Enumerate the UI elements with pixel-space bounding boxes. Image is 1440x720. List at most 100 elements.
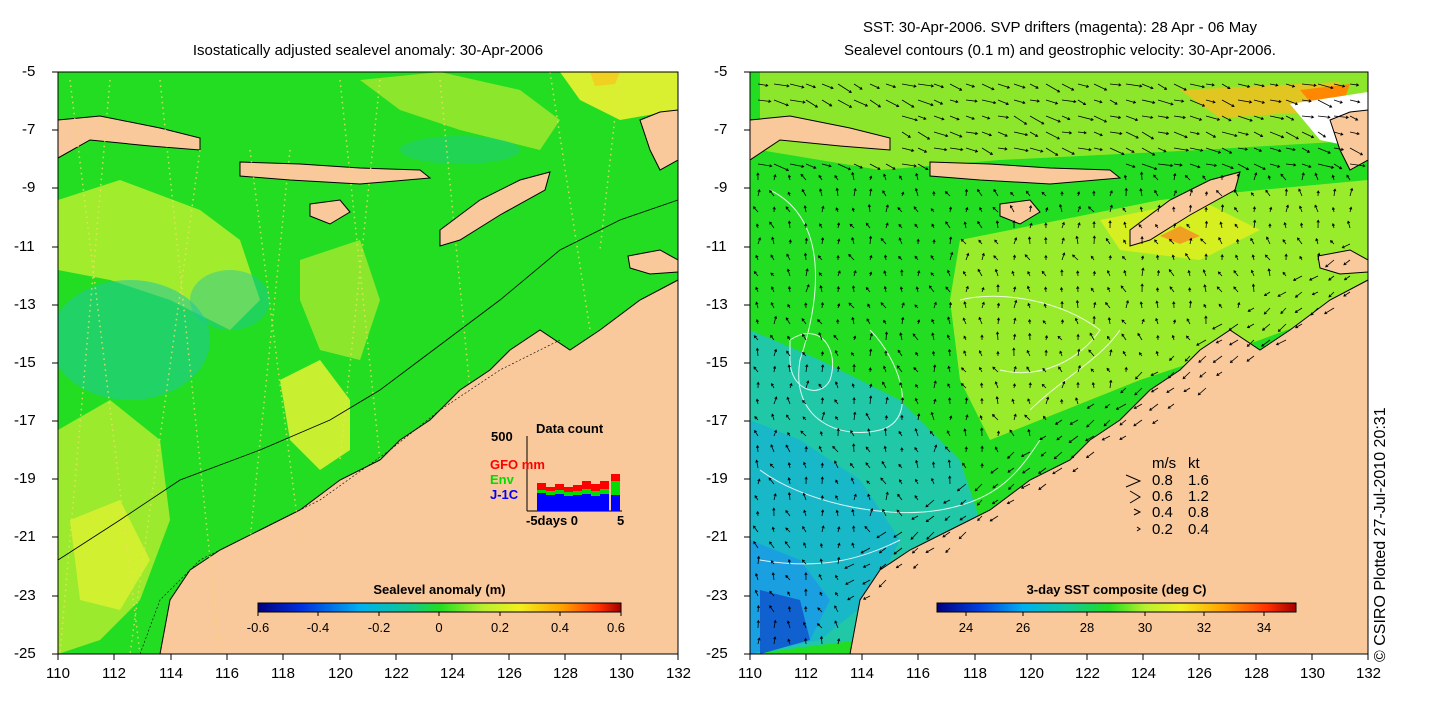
velocity-arrow (1236, 238, 1240, 245)
velocity-arrow (1205, 147, 1222, 154)
velocity-arrow (789, 99, 806, 104)
velocity-arrow (1253, 147, 1263, 152)
velocity-arrow (1333, 147, 1345, 151)
velocity-arrow (835, 574, 839, 581)
velocity-arrow (1028, 382, 1032, 389)
velocity-arrow (784, 541, 791, 549)
velocity-arrow (977, 220, 983, 229)
velocity-arrow (1285, 99, 1299, 106)
velocity-arrow (913, 206, 919, 213)
right-lat-label: -11 (706, 238, 727, 255)
left-lat-label: -21 (14, 528, 36, 545)
velocity-arrow (980, 397, 984, 405)
velocity-arrow (1029, 83, 1039, 89)
velocity-arrow (1172, 206, 1176, 213)
velocity-arrow (1093, 99, 1103, 104)
velocity-arrow (898, 463, 903, 469)
velocity-arrow (965, 206, 969, 213)
velocity-arrow (1060, 398, 1064, 405)
velocity-arrow (883, 254, 888, 261)
velocity-arrow (965, 147, 979, 153)
velocity-arrow (773, 163, 790, 172)
velocity-arrow (1101, 435, 1111, 441)
velocity-arrow (868, 235, 873, 245)
velocity-arrow (980, 463, 984, 469)
velocity-arrow (1086, 419, 1095, 428)
velocity-arrow (1300, 222, 1304, 229)
velocity-arrow (914, 223, 919, 229)
velocity-arrow (933, 301, 937, 309)
velocity-arrow (1317, 163, 1335, 169)
velocity-arrow (963, 350, 967, 357)
velocity-arrow (1123, 174, 1127, 181)
velocity-legend-ms: 0.6 (1152, 488, 1173, 505)
velocity-arrow (995, 396, 999, 405)
velocity-arrow (1105, 301, 1111, 309)
velocity-arrow (1009, 429, 1015, 437)
velocity-arrow (833, 334, 839, 341)
velocity-arrow (897, 207, 903, 213)
velocity-arrow (1166, 387, 1175, 393)
velocity-arrow (1205, 115, 1221, 121)
velocity-arrow (1007, 451, 1015, 459)
velocity-arrow (865, 462, 871, 469)
velocity-arrow (834, 620, 839, 629)
velocity-arrow (1076, 285, 1080, 293)
left-lat-label: -25 (14, 645, 36, 662)
velocity-arrow (1056, 435, 1063, 441)
velocity-arrow (757, 99, 772, 103)
velocity-arrow (1059, 350, 1063, 357)
velocity-arrow (1234, 206, 1239, 213)
velocity-arrow (1218, 303, 1223, 309)
velocity-arrow (1205, 131, 1217, 138)
velocity-arrow (1038, 467, 1047, 474)
velocity-arrow (1237, 99, 1253, 104)
velocity-arrow (1285, 204, 1289, 213)
velocity-arrow (755, 347, 760, 357)
velocity-arrow (900, 414, 904, 421)
velocity-arrow (1155, 300, 1159, 309)
velocity-arrow (755, 444, 760, 453)
velocity-arrow (1333, 131, 1344, 136)
velocity-arrow (1172, 319, 1177, 325)
velocity-arrow (1285, 163, 1297, 167)
velocity-arrow (1013, 83, 1026, 89)
left-lat-label: -11 (14, 238, 35, 255)
velocity-arrow (866, 318, 871, 325)
velocity-arrow (1155, 223, 1159, 229)
velocity-arrow (787, 462, 791, 469)
velocity-arrow (885, 222, 889, 229)
velocity-arrow (771, 413, 775, 421)
velocity-arrow (1299, 205, 1303, 213)
velocity-arrow (960, 499, 967, 505)
velocity-arrow (1169, 355, 1175, 361)
velocity-arrow (993, 255, 999, 261)
velocity-arrow (789, 382, 793, 389)
velocity-arrow (1237, 115, 1253, 122)
velocity-arrow (1077, 147, 1092, 152)
velocity-arrow (1298, 188, 1303, 197)
sst-colorbar-tick: 34 (1256, 620, 1272, 635)
velocity-arrow (1045, 83, 1061, 93)
left-lat-label: -5 (22, 63, 36, 80)
velocity-arrow (901, 191, 905, 197)
velocity-arrow (1237, 301, 1241, 309)
velocity-arrow (1316, 219, 1320, 229)
velocity-arrow (883, 270, 887, 277)
velocity-arrow (787, 432, 791, 437)
velocity-arrow (959, 515, 967, 521)
velocity-arrow (851, 542, 855, 549)
velocity-arrow (917, 131, 931, 140)
right-lat-label: -21 (706, 528, 728, 545)
velocity-arrow (821, 99, 833, 107)
velocity-arrow (1119, 435, 1127, 440)
velocity-arrow (1294, 307, 1303, 313)
velocity-arrow (1013, 147, 1029, 152)
velocity-arrow (883, 285, 887, 293)
velocity-arrow (1317, 83, 1334, 90)
velocity-arrow (757, 188, 761, 197)
velocity-legend-arrows (1125, 474, 1142, 532)
velocity-arrow (867, 428, 871, 437)
velocity-arrow (1282, 239, 1287, 245)
velocity-arrow (1125, 300, 1129, 309)
